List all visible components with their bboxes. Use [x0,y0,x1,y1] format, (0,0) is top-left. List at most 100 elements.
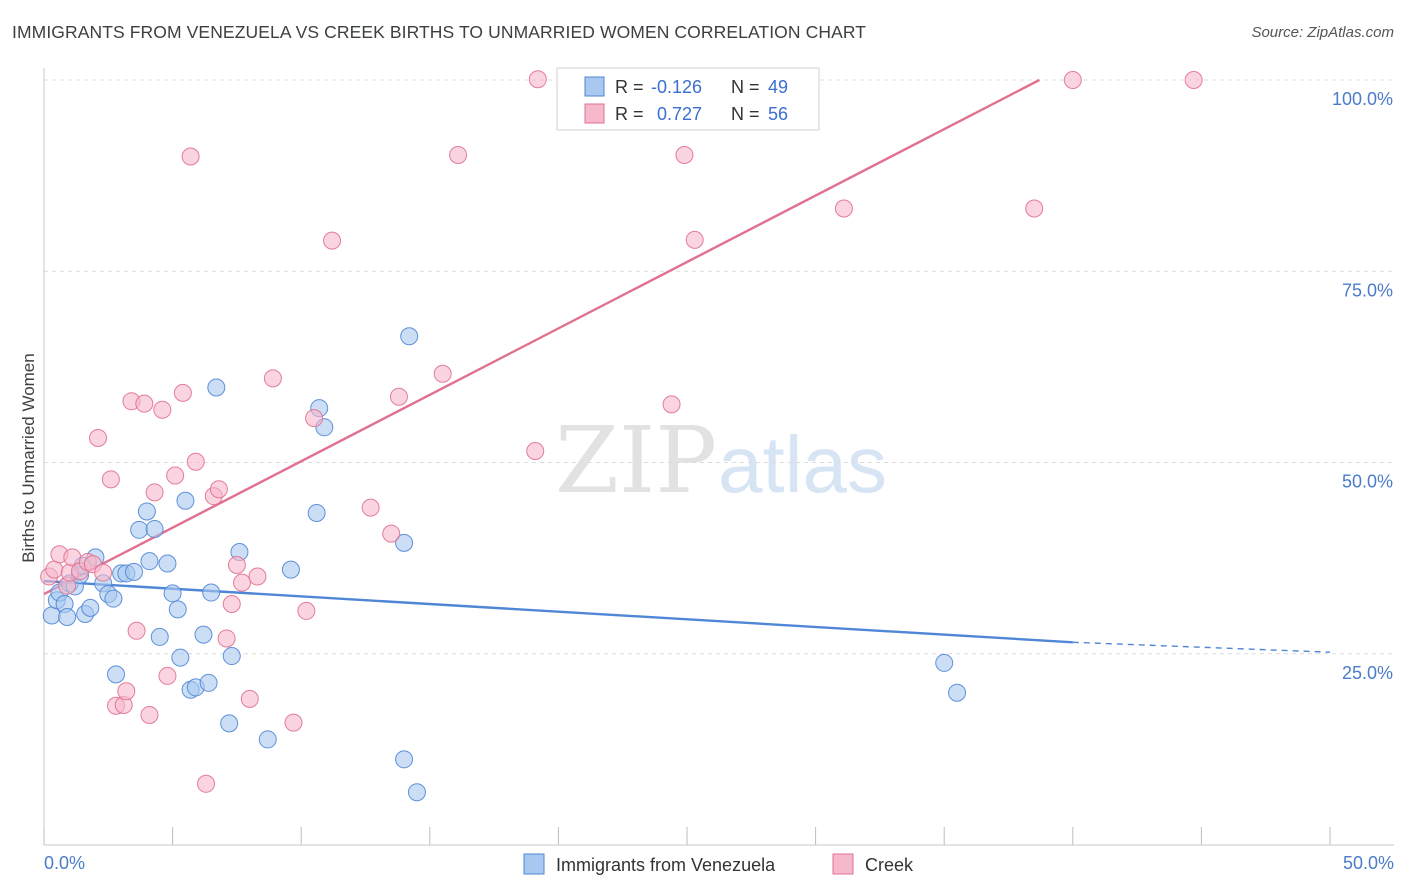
point-series1-50 [685,230,704,249]
point-series1-41 [382,524,401,543]
legend-series-swatch-venezuela [523,853,545,875]
point-series1-40 [361,498,380,517]
watermark-zip: ZIP [555,407,717,514]
point-series1-19 [145,483,164,502]
point-series0-18 [125,562,144,581]
point-series0-10 [81,598,100,617]
legend-swatch-venezuela [584,76,605,97]
point-series0-23 [150,627,169,646]
point-series1-54 [1063,71,1082,89]
legend-stats: R = -0.126 N = 49 R = 0.727 N = 56 [556,67,820,131]
point-series0-19 [130,520,149,539]
legend-r-value-2: 0.727 [657,104,702,124]
point-series1-24 [181,147,200,166]
point-series0-35 [220,714,239,733]
point-series1-25 [186,452,205,471]
point-series1-28 [209,480,228,499]
point-series0-33 [202,583,221,602]
x-tick-label-min: 0.0% [44,853,85,873]
point-series0-45 [395,750,414,769]
point-series0-21 [140,552,159,571]
point-series1-23 [173,383,192,402]
point-series1-10 [94,563,113,582]
point-series0-22 [145,520,164,539]
source-label: Source: ZipAtlas.com [1251,24,1394,41]
point-series1-38 [305,409,324,428]
point-series1-18 [140,705,159,724]
point-series1-11 [101,470,120,489]
point-series0-27 [171,648,190,667]
point-series1-35 [263,369,282,388]
point-series1-17 [135,394,154,413]
point-series0-14 [104,589,123,608]
point-series0-32 [199,673,218,692]
point-series1-49 [675,145,694,164]
point-series1-39 [323,231,342,250]
point-series1-52 [834,199,853,218]
point-series1-33 [240,689,259,708]
point-series1-1 [45,560,64,579]
x-tick-label-max: 50.0% [1343,853,1394,873]
point-series0-44 [400,327,419,346]
point-series0-40 [307,503,326,522]
point-series1-20 [153,400,172,419]
point-series0-31 [194,625,213,644]
point-series1-45 [526,442,545,461]
point-series1-21 [158,666,177,685]
point-series1-34 [248,567,267,586]
point-series1-9 [89,429,108,448]
chart-title: IMMIGRANTS FROM VENEZUELA VS CREEK BIRTH… [12,22,867,42]
y-tick-label-25: 25.0% [1342,663,1393,683]
y-tick-label-75: 75.0% [1342,280,1393,300]
point-series1-43 [433,364,452,383]
point-series0-39 [281,560,300,579]
point-series0-26 [168,600,187,619]
trend-line-1 [43,78,1040,596]
legend-series-swatch-creek [832,853,854,875]
point-series0-4 [58,608,77,627]
y-axis-label: Births to Unmarried Women [19,353,38,562]
point-series0-15 [107,665,126,684]
point-series0-47 [935,653,954,672]
point-series1-36 [284,713,303,732]
x-ticks [43,827,1331,845]
legend-n-value-2: 56 [768,104,788,124]
point-series1-44 [449,145,468,164]
point-series1-48 [662,395,681,414]
point-series0-38 [258,730,277,749]
y-tick-labels: 25.0% 50.0% 75.0% 100.0% [1332,89,1393,683]
legend-series-label-venezuela: Immigrants from Venezuela [556,855,776,875]
point-series1-22 [166,466,185,485]
point-series0-25 [163,584,182,603]
point-series1-42 [389,387,408,406]
trend-extension-0 [1072,641,1331,653]
legend-n-value-1: 49 [768,77,788,97]
point-series0-20 [137,502,156,521]
point-series0-28 [176,491,195,510]
axes [43,68,1394,846]
legend-series: Immigrants from Venezuela Creek [523,853,914,875]
point-series1-32 [233,573,252,592]
point-series1-53 [1025,199,1044,218]
y-tick-label-100: 100.0% [1332,89,1393,109]
y-tick-label-50: 50.0% [1342,472,1393,492]
legend-r-label-2: R = [615,104,644,124]
point-series0-43 [395,533,414,552]
point-series1-31 [227,556,246,575]
point-series0-24 [158,554,177,573]
point-series0-34 [207,378,226,397]
grid-lines [44,79,1394,655]
legend-n-label-2: N = [731,104,760,124]
watermark-atlas: atlas [718,420,887,509]
point-series1-29 [217,629,236,648]
legend-r-value-1: -0.126 [651,77,702,97]
point-series1-55 [1184,71,1203,89]
point-series1-30 [222,595,241,614]
point-series0-48 [948,683,967,702]
point-series1-26 [197,774,216,793]
legend-swatch-creek [584,103,605,124]
watermark: ZIP atlas [555,407,887,514]
legend-series-label-creek: Creek [865,855,914,875]
point-series1-37 [297,601,316,620]
